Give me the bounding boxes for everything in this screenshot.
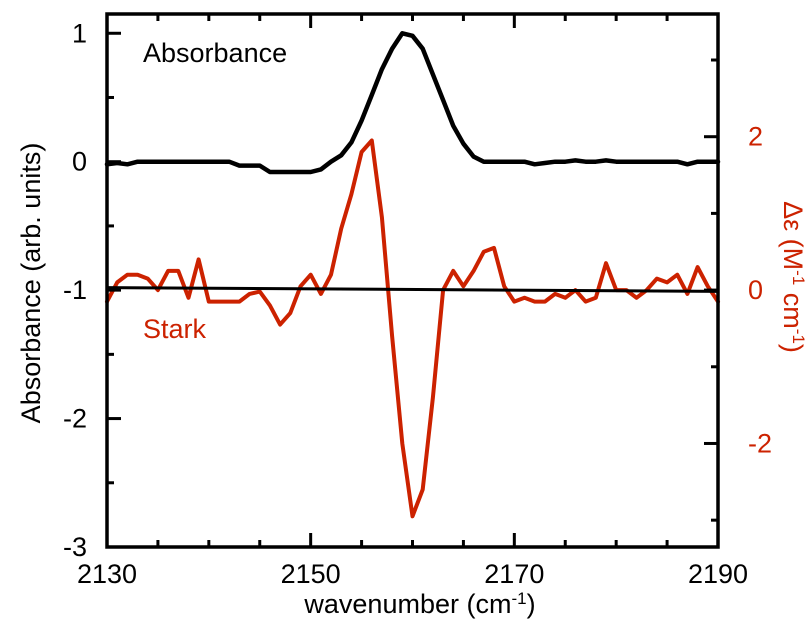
- right-axis-title-end: ): [778, 344, 808, 353]
- x-tick-label: 2150: [281, 559, 341, 589]
- plot-frame: [105, 12, 720, 549]
- x-tick-label: 2170: [484, 559, 544, 589]
- y-tick-label: -1: [63, 275, 87, 305]
- right-axis-title-main: Δε (M: [778, 201, 808, 270]
- y-tick-label: 0: [72, 147, 87, 177]
- x-tick-label: 2130: [77, 559, 137, 589]
- y-axis-title: Absorbance (arb. units): [16, 143, 46, 424]
- series-layer: [104, 31, 721, 519]
- right-axis-title-sup1: -1: [790, 270, 809, 285]
- right-tick-label: 0: [748, 275, 763, 305]
- right-tick-label: -2: [748, 428, 772, 458]
- right-axis-title-sup2: -1: [790, 329, 809, 344]
- x-axis-title-end: ): [527, 589, 536, 619]
- y-tick-label: 1: [72, 18, 87, 48]
- x-tick-label: 2190: [688, 559, 748, 589]
- y-tick-label: -3: [63, 532, 87, 562]
- right-tick-label: 2: [748, 122, 763, 152]
- x-axis-title-sup: -1: [511, 589, 526, 608]
- right-axis-title: Δε (M-1 cm-1): [778, 201, 809, 353]
- absorbance-series-line: [104, 31, 721, 175]
- ticks-layer: 2130 2150 2170 2190 1 0 -1 -2 -3 2 0 -2: [63, 14, 772, 589]
- stark-annotation: Stark: [143, 314, 207, 344]
- y-tick-label: -2: [63, 404, 87, 434]
- axes-layer: [105, 12, 720, 549]
- x-axis-title-main: wavenumber (cm: [303, 589, 511, 619]
- absorbance-annotation: Absorbance: [143, 38, 287, 68]
- right-axis-title-mid: cm: [778, 285, 808, 329]
- x-axis-title: wavenumber (cm-1): [303, 589, 535, 620]
- baseline-series-line: [105, 286, 720, 293]
